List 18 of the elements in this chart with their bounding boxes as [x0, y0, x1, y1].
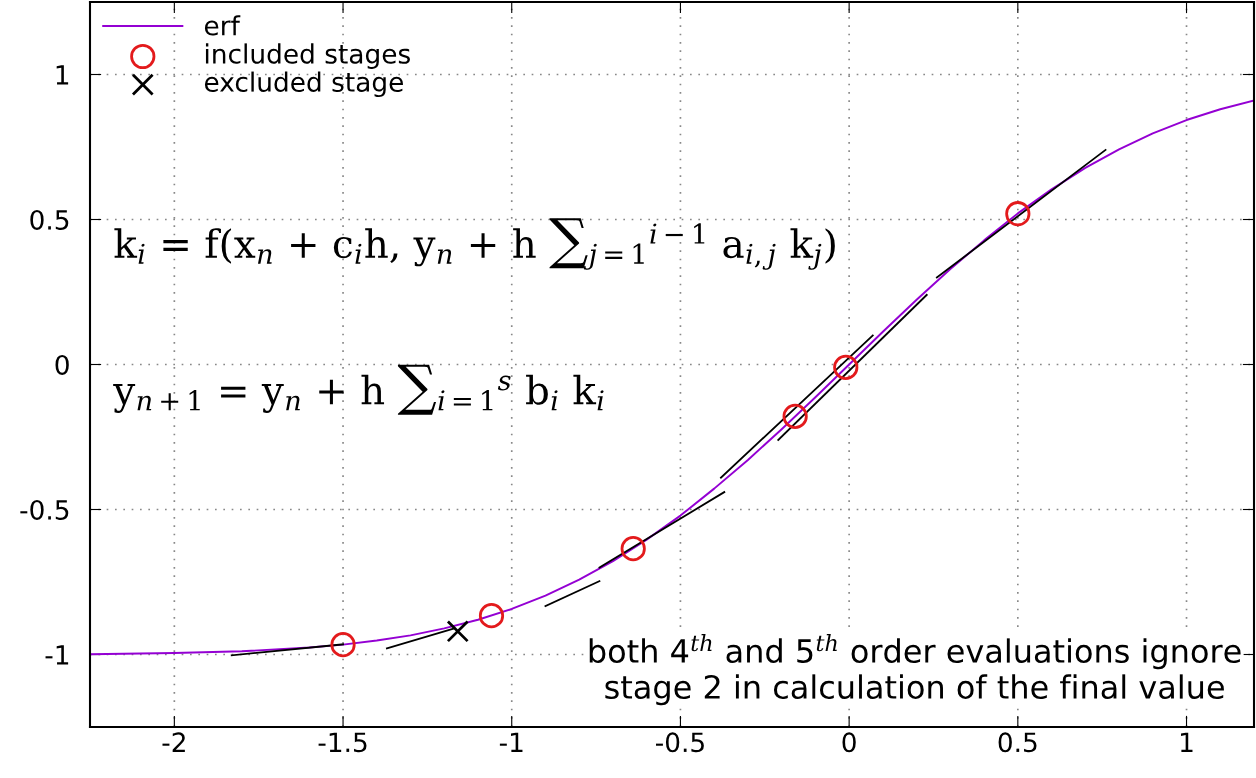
- legend-label: included stages: [205, 43, 410, 69]
- x-tick-label: 1: [1181, 732, 1193, 752]
- x-tick-label: -1.5: [318, 732, 367, 753]
- x-tick-label: 0.5: [998, 732, 1037, 753]
- y-tick-label: -1: [45, 645, 69, 665]
- legend-label: excluded stage: [204, 71, 403, 98]
- y-tick-label: 0.5: [30, 209, 69, 230]
- y-tick-label: -0.5: [20, 499, 69, 520]
- x-tick-label: 0: [842, 732, 856, 753]
- y-tick-label: 1: [56, 65, 69, 85]
- text: y$_{n+1}$ = y$_{n}$ + h ∑$_{i=1}$$^{s}$ b$_{i}$ k$_{i}$: [113, 364, 604, 415]
- x-tick-label: -2: [162, 732, 185, 752]
- x-tick-label: -1: [499, 732, 523, 752]
- annotation: both 4$^{th}$ and 5$^{th}$ order evaluations ignore stage 2 in calculation of the final value: [589, 634, 1241, 706]
- x-tick-label: -0.5: [655, 732, 704, 753]
- y-tick-label: 0: [55, 354, 69, 375]
- legend-label: erf: [204, 15, 241, 36]
- text: k$_{i}$ = f(x$_{n}$ + c$_{i}$h, y$_{n}$ + h ∑$_{j=1}$$^{i−1}$ a$_{i,j}$ k$_{j}$): [114, 218, 835, 270]
